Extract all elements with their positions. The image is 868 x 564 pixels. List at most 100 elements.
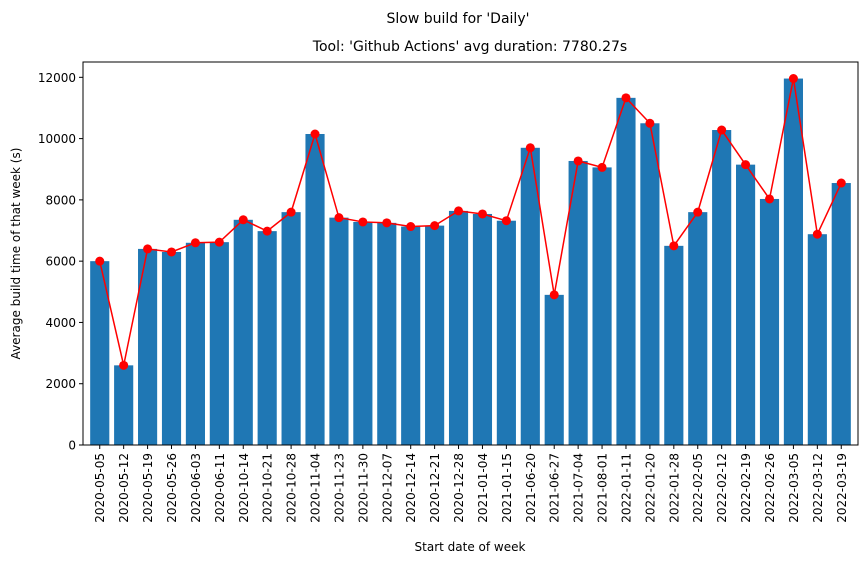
bar (448, 210, 469, 445)
data-point (836, 178, 846, 188)
chart-subtitle: Tool: 'Github Actions' avg duration: 778… (312, 39, 627, 55)
x-tick-label: 2020-11-30 (356, 453, 370, 523)
data-point (525, 143, 535, 153)
y-tick-label: 10000 (38, 132, 76, 146)
data-point (310, 129, 320, 139)
bar (736, 164, 756, 445)
bar (401, 226, 421, 445)
x-axis-label: Start date of week (415, 540, 526, 554)
data-point (645, 118, 655, 128)
data-point (167, 247, 176, 257)
x-tick-label: 2022-01-11 (619, 453, 633, 523)
x-tick-label: 2021-06-27 (548, 453, 562, 523)
data-point (358, 217, 368, 227)
data-point (812, 229, 822, 239)
data-point (382, 218, 392, 228)
x-tick-label: 2020-12-07 (380, 453, 394, 523)
x-tick-label: 2020-12-28 (452, 453, 466, 523)
bar (425, 225, 445, 445)
x-tick-label: 2020-11-23 (332, 453, 346, 523)
data-point (430, 221, 440, 231)
x-tick-label: 2021-06-20 (524, 453, 538, 523)
data-point (406, 222, 416, 232)
data-point (501, 216, 511, 226)
bar (138, 248, 158, 445)
data-point (143, 244, 153, 254)
chart-title: Slow build for 'Daily' (387, 11, 530, 27)
bar (616, 97, 636, 445)
x-tick-label: 2020-11-04 (309, 453, 323, 523)
bar (377, 222, 397, 445)
bar (185, 242, 205, 445)
bar (759, 198, 780, 445)
data-point (669, 241, 679, 251)
x-axis: 2020-05-05 2020-05-12 2020-05-19 2020-05-26… (93, 445, 849, 523)
bar-series (90, 78, 851, 446)
x-tick-label: 2022-02-26 (763, 453, 777, 523)
bar (831, 183, 851, 445)
data-point (190, 238, 200, 248)
x-tick-label: 2022-02-12 (715, 453, 729, 523)
x-tick-label: 2021-01-04 (476, 453, 490, 523)
x-tick-label: 2020-05-19 (141, 453, 155, 523)
bar (233, 219, 253, 445)
x-tick-label: 2020-05-12 (117, 453, 131, 523)
x-tick-label: 2021-08-01 (596, 453, 610, 523)
x-tick-label: 2022-02-05 (691, 453, 705, 523)
data-point (119, 360, 129, 370)
x-tick-label: 2022-02-19 (739, 453, 753, 523)
data-point (214, 237, 224, 247)
bar (664, 245, 684, 445)
x-tick-label: 2022-03-19 (835, 453, 849, 523)
x-tick-label: 2020-05-26 (165, 453, 179, 523)
bar (520, 147, 540, 446)
y-tick-label: 6000 (45, 255, 76, 269)
y-tick-label: 4000 (45, 316, 76, 330)
bar (688, 212, 708, 445)
x-tick-label: 2020-06-03 (189, 453, 203, 523)
data-point (477, 209, 487, 219)
y-tick-label: 12000 (38, 71, 76, 85)
x-tick-label: 2020-05-05 (93, 453, 107, 523)
x-tick-label: 2021-01-15 (500, 453, 514, 523)
x-tick-label: 2020-12-14 (404, 453, 418, 523)
bar (257, 231, 277, 445)
data-point (573, 156, 583, 166)
data-point (238, 215, 248, 225)
bar (329, 217, 349, 445)
x-tick-label: 2021-07-04 (572, 453, 586, 523)
data-point (454, 206, 464, 216)
y-tick-label: 0 (68, 439, 76, 453)
data-point (549, 290, 559, 300)
x-tick-label: 2020-10-28 (285, 453, 299, 523)
data-point (765, 194, 774, 204)
bar (807, 234, 827, 445)
y-axis: 0 2000 4000 6000 8000 10000 12000 (38, 71, 83, 453)
bar (592, 167, 612, 445)
data-point (286, 207, 296, 217)
x-tick-label: 2022-03-05 (787, 453, 801, 523)
x-tick-label: 2020-12-21 (428, 453, 442, 523)
bar (783, 78, 803, 446)
bar (496, 220, 516, 445)
data-point (717, 125, 727, 135)
data-point (597, 162, 607, 172)
data-point (95, 256, 105, 266)
bar (114, 365, 134, 445)
data-point (621, 93, 631, 103)
y-axis-label: Average build time of that week (s) (9, 148, 23, 360)
bar (353, 221, 373, 445)
bar (209, 242, 229, 445)
data-point (693, 207, 703, 217)
series-line (99, 78, 842, 366)
data-point (788, 74, 798, 84)
plot-area-frame (82, 61, 859, 446)
bar (640, 123, 660, 445)
line-series (95, 74, 846, 370)
x-tick-label: 2020-10-21 (261, 453, 275, 523)
data-point (334, 213, 344, 223)
y-tick-label: 8000 (45, 193, 76, 207)
x-tick-label: 2022-01-20 (643, 453, 657, 523)
bar (90, 261, 110, 445)
